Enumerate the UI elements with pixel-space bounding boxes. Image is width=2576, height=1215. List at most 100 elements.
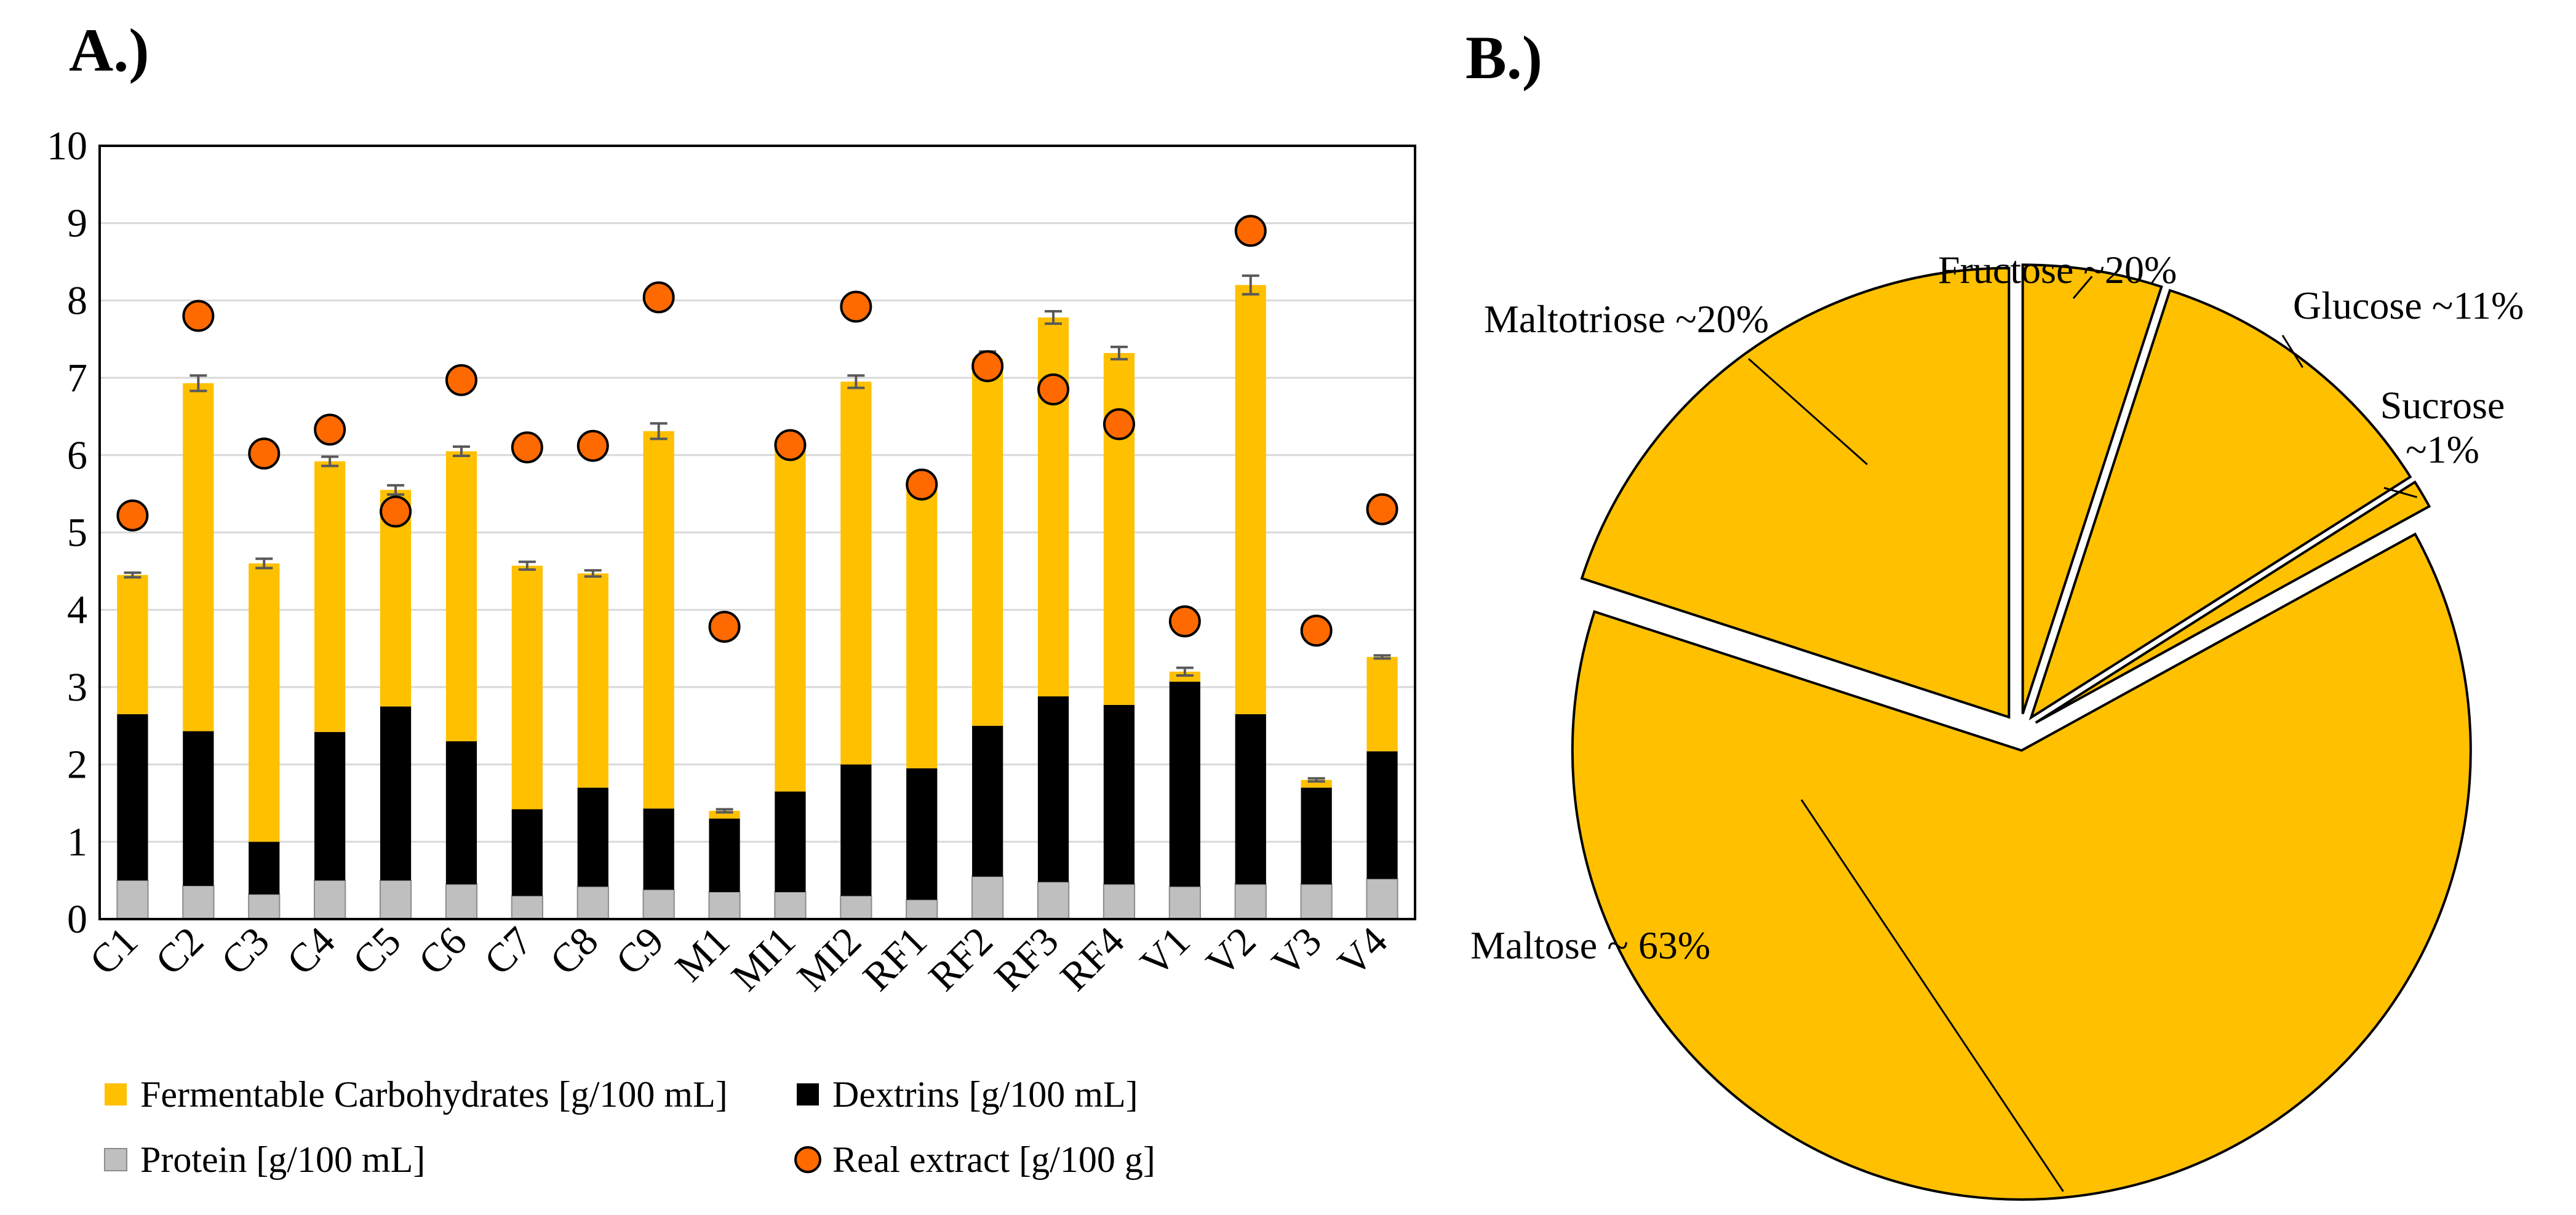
x-tick-label-c5: C5: [345, 918, 410, 984]
bar-protein-c4: [314, 880, 346, 920]
pie-slices: [1571, 263, 2472, 1201]
bar-fermentable-mi2: [840, 381, 872, 765]
legend-label-real-extract: Real extract [g/100 g]: [832, 1139, 1155, 1180]
bar-protein-mi1: [774, 891, 807, 920]
bar-protein-v3: [1300, 883, 1333, 920]
pie-label-sucrose-1: Sucrose ~1%: [2380, 383, 2505, 471]
bar-dextrins-v4: [1366, 751, 1398, 879]
bar-protein-c8: [576, 886, 609, 920]
legend-label-dextrins: Dextrins [g/100 mL]: [832, 1074, 1138, 1115]
real-extract-point-rf4: [1103, 408, 1135, 440]
real-extract-point-rf1: [906, 468, 938, 501]
y-tick-label-4: 4: [67, 588, 87, 632]
x-tick-label-c1: C1: [81, 918, 146, 984]
real-extract-point-rf2: [971, 350, 1004, 383]
real-extract-point-v2: [1234, 215, 1267, 247]
bar-fermentable-rf4: [1103, 353, 1135, 705]
bar-fermentable-mi1: [775, 441, 806, 792]
y-tick-label-0: 0: [67, 897, 87, 942]
pie-slice-fructose-20: [2021, 263, 2163, 714]
bar-dextrins-rf4: [1103, 704, 1135, 885]
real-extract-point-m1: [708, 610, 741, 643]
bar-dextrins-c2: [183, 731, 214, 886]
bar-dextrins-v2: [1235, 714, 1266, 885]
legend-marker-fermentable: [105, 1083, 127, 1105]
bar-protein-v4: [1366, 878, 1398, 920]
x-tick-label-c4: C4: [279, 918, 344, 984]
bar-dextrins-c9: [643, 808, 674, 890]
x-tick-label-m1: M1: [667, 918, 738, 990]
bars: [116, 285, 1398, 920]
y-tick-label-3: 3: [67, 665, 87, 710]
pie-label-glucose-11: Glucose ~11%: [2293, 284, 2524, 327]
x-tick-label-c7: C7: [476, 918, 541, 984]
y-tick-label-7: 7: [67, 356, 87, 400]
legend-marker-protein: [104, 1148, 127, 1171]
x-tick-label-v3: V3: [1264, 918, 1331, 986]
bar-dextrins-c4: [314, 731, 346, 881]
bar-dextrins-c5: [380, 706, 412, 881]
real-extract-point-c5: [380, 495, 412, 528]
real-extract-point-mi2: [840, 290, 872, 323]
y-tick-label-5: 5: [67, 511, 87, 556]
pie-label-maltose-63: Maltose ~ 63%: [1470, 923, 1710, 967]
bar-protein-c2: [182, 885, 215, 920]
real-extract-point-v3: [1300, 615, 1333, 647]
x-tick-label-c8: C8: [541, 918, 607, 984]
bar-dextrins-rf3: [1037, 696, 1069, 882]
x-tick-label-rf1: RF1: [855, 918, 936, 1000]
legend-label-fermentable: Fermentable Carbohydrates [g/100 mL]: [140, 1074, 728, 1115]
bar-protein-m1: [708, 891, 741, 920]
bar-dextrins-mi1: [775, 791, 806, 893]
real-extract-point-c7: [511, 431, 543, 464]
real-extract-point-v1: [1168, 605, 1201, 638]
pie-label-maltotriose-20: Maltotriose ~20%: [1484, 297, 1769, 341]
real-extract-point-c1: [116, 499, 149, 532]
panel-a-label: A.): [69, 16, 150, 84]
bar-protein-c3: [248, 893, 281, 920]
bar-protein-rf3: [1037, 881, 1070, 920]
leader-sucrose-1: [2383, 487, 2417, 498]
bar-fermentable-rf1: [906, 486, 938, 768]
x-tick-label-mi2: MI2: [789, 918, 870, 1000]
bar-fermentable-c9: [643, 431, 674, 809]
leader-fructose-20: [2072, 276, 2093, 299]
real-extract-point-c9: [642, 281, 675, 314]
real-extract-points: [116, 215, 1398, 647]
bar-protein-c5: [379, 880, 412, 920]
bar-dextrins-v3: [1301, 787, 1332, 885]
x-tick-label-rf3: RF3: [986, 918, 1067, 1000]
x-tick-label-rf4: RF4: [1052, 918, 1133, 1000]
bar-dextrins-c1: [117, 714, 148, 881]
bar-dextrins-c7: [511, 809, 543, 896]
x-tick-label-v4: V4: [1329, 918, 1396, 986]
x-tick-label-c2: C2: [147, 918, 212, 984]
legend-marker-dextrins: [797, 1083, 819, 1105]
x-tick-label-mi1: MI1: [723, 918, 804, 1000]
x-tick-label-c3: C3: [213, 918, 278, 984]
y-tick-label-2: 2: [67, 743, 87, 787]
x-tick-label-v2: V2: [1198, 918, 1265, 986]
error-bars: [124, 274, 1391, 814]
bar-fermentable-v2: [1235, 285, 1266, 714]
bar-fermentable-c6: [445, 451, 477, 741]
real-extract-point-v4: [1366, 493, 1398, 525]
panel-b-label: B.): [1465, 23, 1542, 92]
bar-dextrins-c3: [249, 842, 280, 894]
bar-fermentable-rf2: [972, 358, 1003, 726]
x-tick-label-c9: C9: [607, 918, 672, 984]
legend-label-protein: Protein [g/100 mL]: [140, 1139, 425, 1180]
x-tick-label-rf2: RF2: [920, 918, 1002, 1000]
bar-fermentable-c1: [117, 575, 148, 714]
bar-fermentable-c3: [249, 563, 280, 842]
y-tick-label-8: 8: [67, 278, 87, 323]
bar-fermentable-c4: [314, 461, 346, 732]
y-tick-label-6: 6: [67, 433, 87, 478]
real-extract-point-c6: [445, 364, 477, 396]
pie-labels: Maltotriose ~20% Fructose ~20% Glucose ~11…: [1470, 248, 2524, 967]
bar-protein-rf1: [906, 899, 938, 920]
pie-label-fructose-20: Fructose ~20%: [1938, 248, 2177, 292]
bar-dextrins-rf2: [972, 725, 1003, 877]
bar-fermentable-v4: [1366, 656, 1398, 752]
